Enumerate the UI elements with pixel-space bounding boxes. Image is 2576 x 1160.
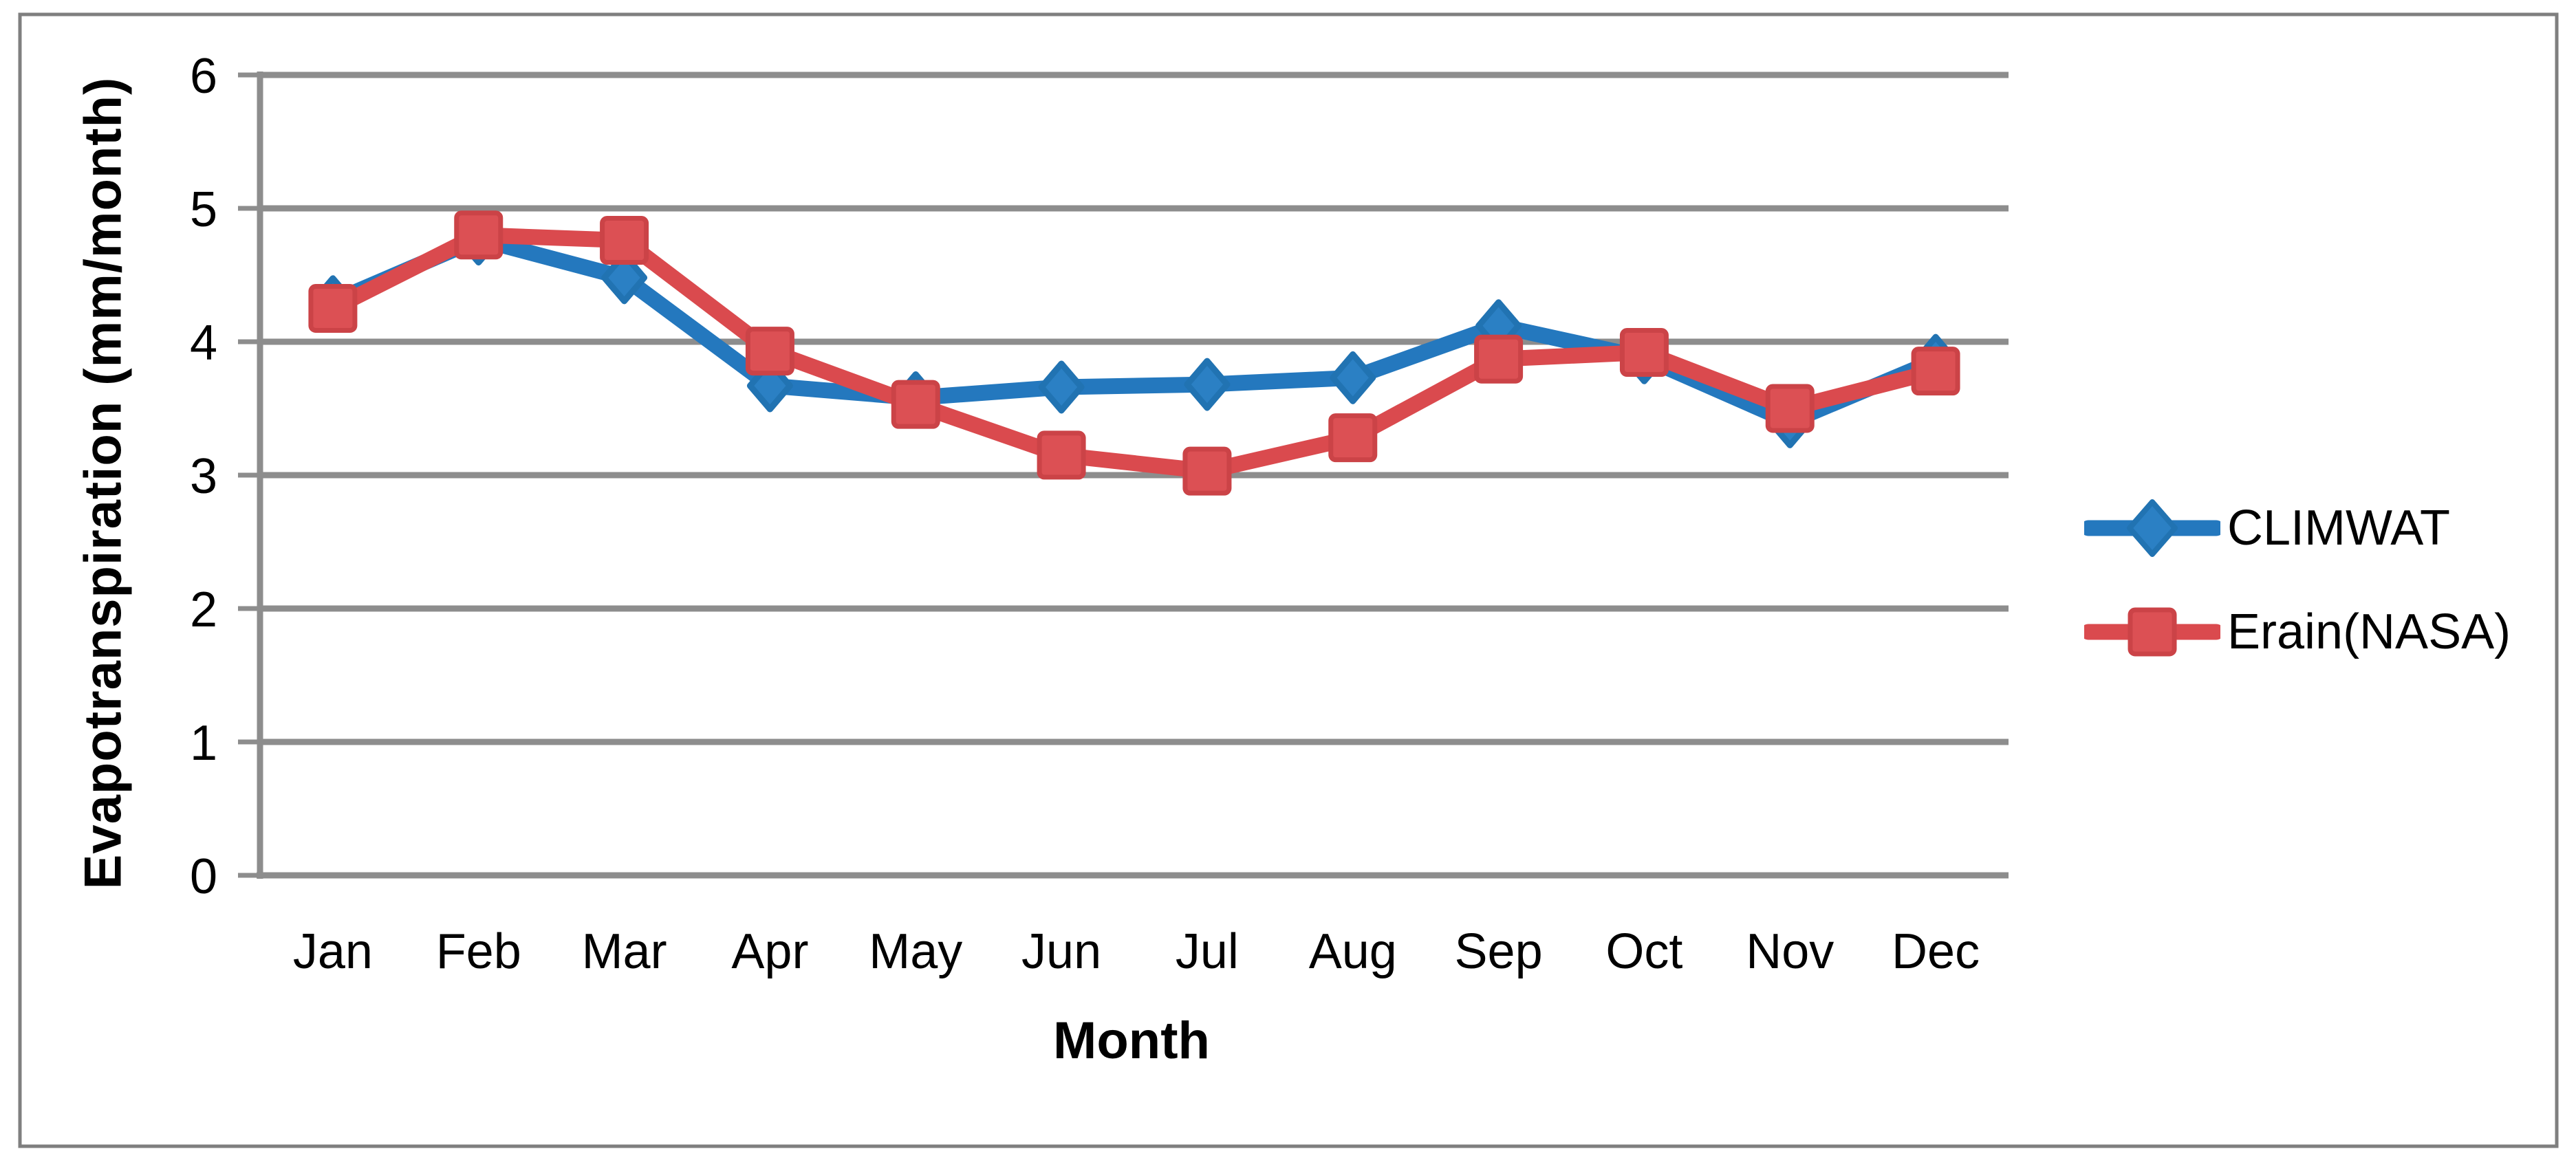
erain-nasa-marker-oct <box>1619 328 1669 377</box>
erain-nasa-marker-may <box>891 380 940 429</box>
x-axis-title: Month <box>1053 1011 1210 1070</box>
erain-nasa-marker-sep <box>1474 334 1524 384</box>
x-tick-label-oct: Oct <box>1605 924 1682 979</box>
erain-nasa-marker-mar <box>600 216 649 265</box>
y-tick-label-2: 2 <box>190 582 217 637</box>
x-tick-label-jul: Jul <box>1176 924 1239 979</box>
x-tick-label-nov: Nov <box>1746 924 1834 979</box>
x-tick-label-dec: Dec <box>1892 924 1980 979</box>
climwat-marker-mar <box>601 251 648 305</box>
y-tick-label-1: 1 <box>190 716 217 771</box>
y-tick-label-3: 3 <box>190 449 217 504</box>
erain-nasa-marker-jul <box>1182 446 1232 496</box>
x-tick-label-apr: Apr <box>731 924 808 979</box>
erain-nasa-marker-aug <box>1328 413 1378 463</box>
climwat-series-line <box>325 231 1944 430</box>
legend-label-climwat: CLIMWAT <box>2227 501 2450 556</box>
x-tick-label-sep: Sep <box>1455 924 1543 979</box>
figure-border <box>18 12 2559 1148</box>
legend-label-erain-nasa: Erain(NASA) <box>2227 604 2511 659</box>
y-tick-label-4: 4 <box>190 316 217 371</box>
erain-nasa-marker-apr <box>745 327 794 376</box>
erain-nasa-line-square-icon <box>2084 607 2220 657</box>
y-tick-label-0: 0 <box>190 849 217 904</box>
erain-nasa-marker-dec <box>1911 347 1960 396</box>
y-axis-title: Evapotranspiration (mm/month) <box>74 76 133 890</box>
climwat-marker-jul <box>1184 358 1231 411</box>
legend-entry-climwat: CLIMWAT <box>2084 497 2511 559</box>
x-tick-label-jun: Jun <box>1021 924 1101 979</box>
x-tick-label-mar: Mar <box>582 924 667 979</box>
x-tick-label-jan: Jan <box>293 924 373 979</box>
erain-nasa-marker-feb <box>454 210 504 260</box>
climwat-marker-aug <box>1330 351 1376 404</box>
legend-entry-erain-nasa: Erain(NASA) <box>2084 601 2511 663</box>
erain-nasa-marker-nov <box>1765 384 1815 433</box>
x-tick-label-aug: Aug <box>1309 924 1397 979</box>
erain-nasa-marker-jan <box>308 284 358 333</box>
y-tick-label-6: 6 <box>190 49 217 104</box>
legend: CLIMWAT Erain(NASA) <box>2084 497 2511 663</box>
x-tick-label-feb: Feb <box>436 924 521 979</box>
erain-nasa-marker-jun <box>1037 430 1086 480</box>
x-tick-label-may: May <box>869 924 962 979</box>
climwat-line-diamond-icon <box>2084 499 2220 557</box>
y-tick-label-5: 5 <box>190 182 217 237</box>
climwat-marker-jun <box>1038 360 1085 414</box>
